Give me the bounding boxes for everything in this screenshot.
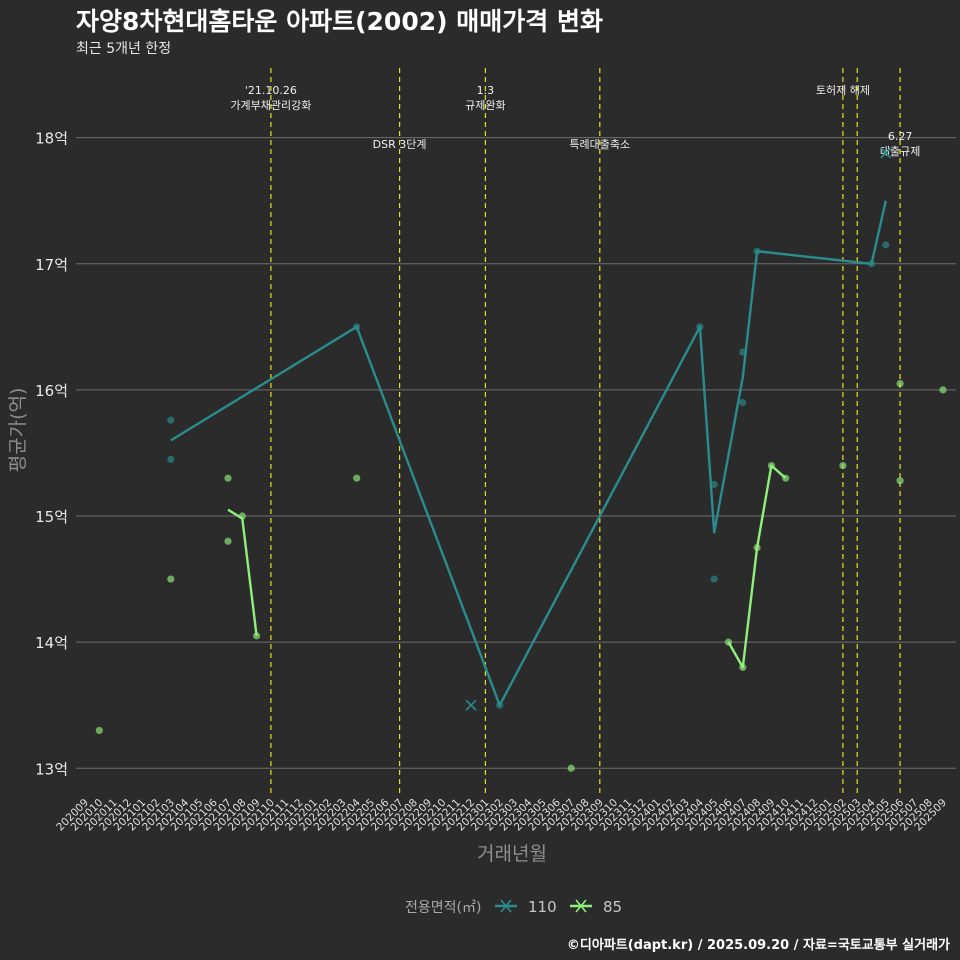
- event-label: 대출규제: [880, 145, 920, 158]
- y-tick-label: 13억: [35, 760, 68, 778]
- data-point-85: [353, 474, 361, 482]
- legend-title: 전용면적(㎡): [405, 900, 481, 916]
- event-label: DSR 3단계: [373, 138, 427, 151]
- data-point-110: [167, 416, 175, 424]
- legend-label: 85: [603, 898, 622, 916]
- legend-key-cross: [575, 899, 587, 913]
- event-label: 토허제 해제: [816, 83, 870, 97]
- data-point-110: [696, 323, 704, 331]
- chart-title: 자양8차현대홈타운 아파트(2002) 매매가격 변화: [76, 7, 603, 36]
- data-point-110: [739, 398, 747, 407]
- data-point-85: [939, 386, 947, 394]
- data-point-110: [496, 701, 504, 709]
- y-tick-label: 17억: [35, 256, 68, 274]
- data-point-85: [896, 379, 904, 388]
- y-tick-label: 14억: [35, 634, 68, 652]
- legend-key-cross: [500, 899, 512, 913]
- data-point-85: [739, 663, 747, 671]
- data-point-110: [710, 480, 718, 489]
- data-point-110: [167, 455, 175, 463]
- data-point-85: [253, 632, 261, 640]
- data-point-85: [167, 575, 175, 583]
- data-point-110: [753, 247, 761, 255]
- event-label: 1.3: [477, 84, 495, 97]
- event-label: 규제완화: [465, 99, 505, 112]
- data-point-85: [224, 474, 232, 482]
- legend-item-85: 85: [570, 898, 622, 916]
- event-label: 가계부채관리강화: [230, 99, 311, 112]
- cancelled-stroke: [880, 147, 892, 159]
- data-point-85: [767, 461, 776, 470]
- data-point-85: [224, 537, 232, 545]
- data-point-85: [724, 638, 733, 646]
- x-axis-title: 거래년월: [477, 843, 547, 865]
- y-tick-label: 15억: [35, 508, 68, 526]
- series-group: [95, 147, 947, 772]
- cancelled-marker-110: [880, 147, 892, 159]
- grid-group: 13억 14억 15억 16억 17억 18억: [35, 130, 956, 778]
- data-point-85: [782, 474, 790, 482]
- y-tick-label: 16억: [35, 382, 68, 400]
- chart-caption: ©디아파트(dapt.kr) / 2025.09.20 / 자료=국토교통부 실…: [566, 938, 950, 953]
- series-line-85: [727, 464, 787, 669]
- data-point-85: [567, 764, 575, 772]
- data-point-110: [710, 575, 718, 583]
- cancelled-stroke: [465, 699, 477, 711]
- data-point-110: [739, 348, 747, 356]
- data-point-85: [95, 726, 103, 735]
- data-point-85: [238, 512, 246, 520]
- chart-subtitle: 최근 5개년 한정: [76, 41, 172, 57]
- event-label: '21.10.26: [245, 84, 297, 97]
- event-label: 특례대출축소: [569, 138, 630, 151]
- x-axis-group: 2020092020102020112020122021012021022021…: [54, 796, 949, 833]
- event-label: 6.27: [888, 130, 913, 143]
- legend: 전용면적(㎡) 110 85: [405, 898, 622, 916]
- cancelled-marker-110: [465, 699, 477, 711]
- data-point-110: [882, 241, 890, 249]
- series-line-85: [227, 508, 258, 636]
- legend-item-110: 110: [495, 898, 557, 916]
- legend-label: 110: [528, 898, 557, 916]
- data-point-85: [896, 477, 904, 485]
- y-tick-label: 18억: [35, 130, 68, 148]
- data-point-85: [753, 543, 761, 552]
- y-axis-title: 평균가(억): [7, 388, 29, 473]
- series-line-110: [170, 200, 887, 707]
- data-point-85: [839, 461, 847, 470]
- data-point-110: [353, 323, 361, 331]
- data-point-110: [867, 260, 876, 268]
